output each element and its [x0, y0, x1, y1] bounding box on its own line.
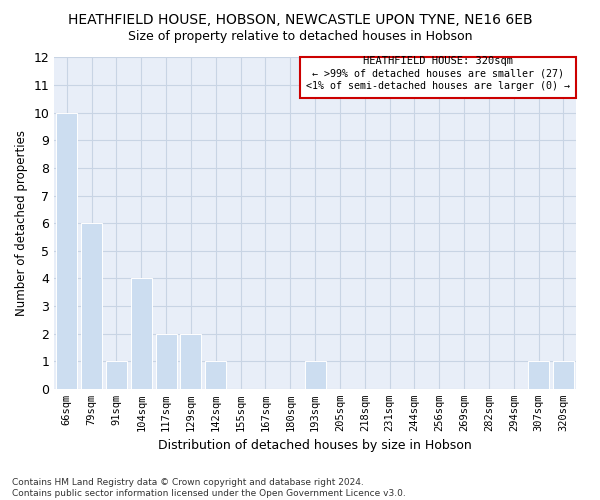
X-axis label: Distribution of detached houses by size in Hobson: Distribution of detached houses by size …: [158, 440, 472, 452]
Bar: [155, 334, 176, 389]
Bar: [56, 112, 77, 389]
Y-axis label: Number of detached properties: Number of detached properties: [15, 130, 28, 316]
Text: HEATHFIELD HOUSE: 320sqm: HEATHFIELD HOUSE: 320sqm: [363, 56, 513, 66]
Bar: [106, 361, 127, 389]
Bar: [553, 361, 574, 389]
Bar: [205, 361, 226, 389]
Bar: [81, 223, 102, 389]
Text: HEATHFIELD HOUSE, HOBSON, NEWCASTLE UPON TYNE, NE16 6EB: HEATHFIELD HOUSE, HOBSON, NEWCASTLE UPON…: [68, 12, 532, 26]
Bar: [131, 278, 152, 389]
Bar: [305, 361, 326, 389]
Text: <1% of semi-detached houses are larger (0) →: <1% of semi-detached houses are larger (…: [306, 82, 570, 92]
Text: Size of property relative to detached houses in Hobson: Size of property relative to detached ho…: [128, 30, 472, 43]
Text: Contains HM Land Registry data © Crown copyright and database right 2024.: Contains HM Land Registry data © Crown c…: [12, 478, 364, 487]
FancyBboxPatch shape: [300, 58, 576, 98]
Text: Contains public sector information licensed under the Open Government Licence v3: Contains public sector information licen…: [12, 490, 406, 498]
Bar: [528, 361, 549, 389]
Bar: [181, 334, 202, 389]
Text: ← >99% of detached houses are smaller (27): ← >99% of detached houses are smaller (2…: [312, 68, 564, 78]
